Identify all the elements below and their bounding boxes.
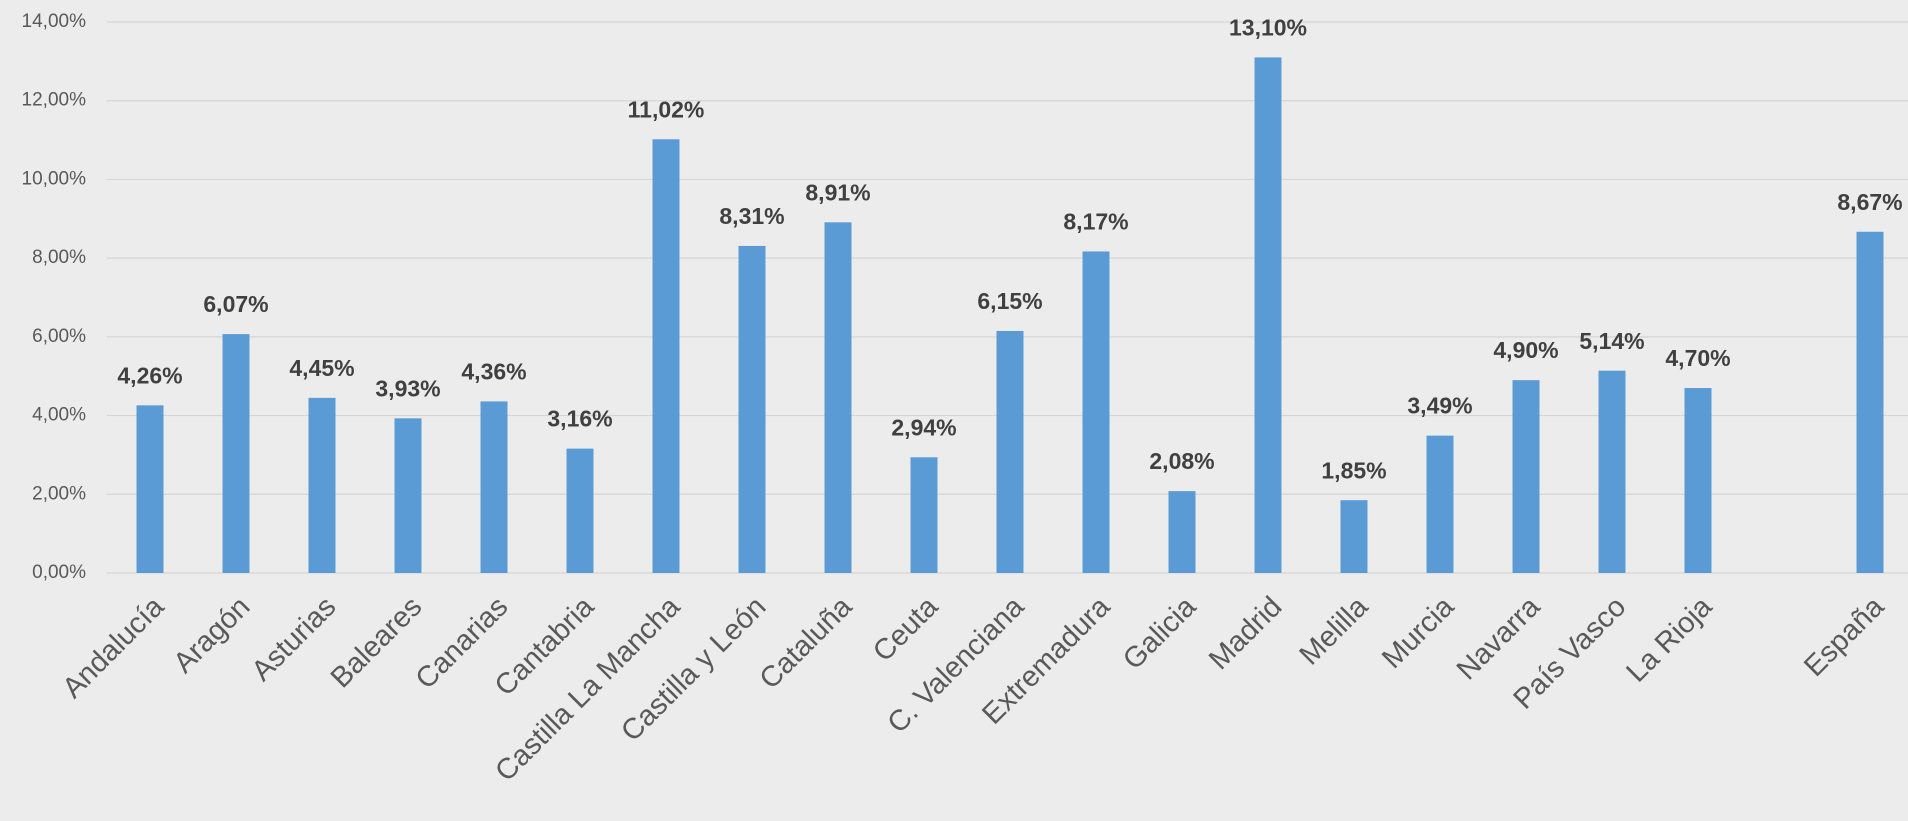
value-label: 3,49%: [1407, 393, 1472, 419]
value-label: 4,45%: [289, 355, 354, 381]
value-label: 8,31%: [719, 203, 784, 229]
y-tick-label: 6,00%: [32, 326, 86, 347]
y-tick-label: 12,00%: [22, 90, 87, 111]
y-tick-label: 10,00%: [22, 168, 87, 189]
x-tick-label: España: [1798, 590, 1891, 683]
y-tick-label: 14,00%: [22, 11, 87, 32]
bar: [1254, 57, 1282, 573]
bar: [308, 397, 336, 573]
value-label: 8,67%: [1837, 189, 1902, 215]
value-label: 4,26%: [117, 362, 182, 388]
value-label: 8,17%: [1063, 209, 1128, 235]
x-tick-label: Madrid: [1203, 591, 1288, 676]
x-tick-label: Baleares: [325, 591, 429, 695]
value-label: 3,16%: [547, 406, 612, 432]
bar: [824, 222, 852, 573]
value-label: 6,07%: [203, 291, 268, 317]
value-label: 4,90%: [1493, 337, 1558, 363]
value-label: 6,15%: [977, 288, 1042, 314]
y-tick-label: 4,00%: [32, 405, 86, 426]
y-tick-label: 8,00%: [32, 247, 86, 268]
x-tick-label: Aragón: [168, 591, 257, 680]
bar: [394, 418, 422, 573]
x-tick-label: Galicia: [1117, 590, 1203, 676]
x-tick-label: Cataluña: [754, 590, 859, 695]
bar: [996, 330, 1024, 573]
bar: [480, 401, 508, 573]
x-tick-label: Ceuta: [867, 590, 945, 668]
bar: [1856, 231, 1884, 574]
bar: [1082, 251, 1110, 573]
bar: [1340, 500, 1368, 573]
value-label: 4,36%: [461, 358, 526, 384]
y-tick-label: 2,00%: [32, 483, 86, 504]
value-label: 1,85%: [1321, 457, 1386, 483]
value-label: 2,08%: [1149, 448, 1214, 474]
bar: [652, 139, 680, 573]
bar: [222, 334, 250, 573]
bar: [1684, 388, 1712, 573]
bar: [1426, 435, 1454, 573]
bar: [1168, 491, 1196, 573]
value-label: 4,70%: [1665, 345, 1730, 371]
value-label: 8,91%: [805, 179, 870, 205]
bar: [566, 448, 594, 573]
value-label: 11,02%: [628, 96, 705, 122]
x-tick-label: Melilla: [1294, 590, 1375, 671]
value-label: 13,10%: [1229, 14, 1307, 40]
value-label: 5,14%: [1579, 328, 1644, 354]
value-label: 3,93%: [375, 375, 440, 401]
bar: [1512, 380, 1540, 573]
bar: [136, 405, 164, 573]
bar: [1598, 370, 1626, 573]
x-tick-label: La Rioja: [1620, 590, 1718, 688]
bar: [910, 457, 938, 573]
x-tick-label: Andalucía: [57, 590, 171, 704]
value-label: 2,94%: [891, 414, 956, 440]
bar: [738, 245, 766, 573]
y-tick-label: 0,00%: [32, 562, 86, 583]
x-tick-label: Murcia: [1376, 590, 1461, 675]
